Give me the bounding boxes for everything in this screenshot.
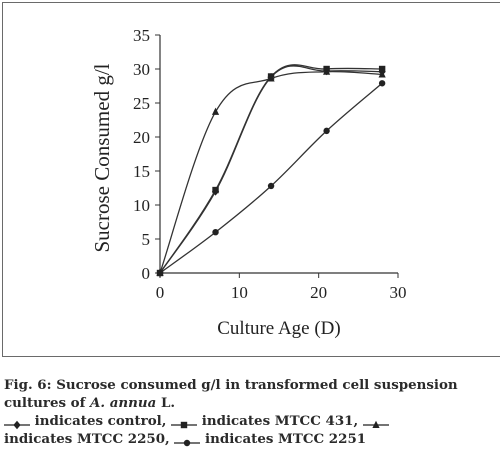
data-point-mtcc-2250 (267, 74, 275, 82)
legend-line-circle-icon (174, 439, 201, 446)
figure-frame (2, 2, 500, 357)
caption-line-2: cultures of A. annua L. (4, 394, 500, 412)
data-point-mtcc-2251 (378, 80, 386, 87)
data-point-mtcc-431 (378, 65, 386, 73)
y-tick-label: 35 (133, 26, 150, 45)
plot-area: 0 5 10 15 20 25 30 35 0 10 20 30 (133, 26, 407, 302)
series-line-mtcc-2251 (159, 82, 383, 274)
x-tick-label: 0 (156, 283, 165, 302)
legend-text-mtcc2250: indicates MTCC 2250, (4, 431, 170, 447)
y-tick-label: 25 (133, 94, 150, 113)
legend-text-control: indicates control, (30, 413, 167, 429)
series-line-mtcc-2250 (159, 70, 383, 274)
data-point-mtcc-2251 (323, 127, 330, 135)
data-point-mtcc-2250 (323, 67, 331, 75)
caption-suffix: L. (156, 395, 176, 411)
species-name: A. annua (90, 395, 157, 411)
y-tick-label: 30 (133, 60, 150, 79)
figure-caption: Fig. 6: Sucrose consumed g/l in transfor… (4, 376, 500, 448)
legend-glyph-mtcc431 (171, 417, 198, 428)
legend-circle-marker-icon (184, 439, 191, 446)
caption-legend-line-1: indicates control, indicates MTCC 431, (4, 412, 500, 430)
legend-glyph-mtcc2251 (174, 435, 201, 446)
legend-diamond-marker-icon (13, 420, 21, 429)
line-chart: 0 5 10 15 20 25 30 35 0 10 20 30 Sucrose Consumed g… (90, 26, 407, 339)
legend-line-triangle-icon (362, 420, 389, 428)
legend-line-square-icon (171, 421, 198, 428)
legend-triangle-marker-icon (372, 420, 380, 428)
legend-text-mtcc2251: indicates MTCC 2251 (200, 431, 367, 447)
legend-text-mtcc431: indicates MTCC 431, (197, 413, 359, 429)
legend-glyph-mtcc2250 (362, 417, 389, 428)
data-point-mtcc-2251 (212, 229, 219, 236)
y-tick-label: 0 (142, 264, 151, 283)
caption-legend-line-2: indicates MTCC 2250, indicates MTCC 2251 (4, 430, 500, 448)
x-tick-label: 10 (231, 283, 248, 302)
caption-prefix: cultures of (4, 395, 91, 411)
y-tick-label: 15 (133, 162, 150, 181)
data-point-mtcc-2250 (211, 107, 220, 115)
legend-square-marker-icon (180, 421, 188, 428)
y-tick-label: 20 (133, 128, 150, 147)
y-tick-label: 5 (142, 230, 151, 249)
caption-line-1: Fig. 6: Sucrose consumed g/l in transfor… (4, 377, 458, 393)
x-axis-label: Culture Age (D) (217, 318, 340, 339)
y-tick-label: 10 (133, 196, 150, 215)
legend-glyph-control (4, 417, 30, 429)
x-tick-label: 20 (310, 283, 327, 302)
data-point-mtcc-2251 (267, 182, 275, 190)
data-point-mtcc-2251 (156, 269, 164, 277)
y-axis-label: Sucrose Consumed g/l (90, 63, 114, 252)
series-line-mtcc-431 (159, 64, 383, 274)
legend-line-diamond-icon (4, 420, 30, 429)
series-line-control (159, 65, 383, 274)
x-tick-label: 30 (390, 283, 407, 302)
data-point-mtcc-2250 (378, 70, 386, 78)
data-point-mtcc-431 (212, 186, 219, 194)
